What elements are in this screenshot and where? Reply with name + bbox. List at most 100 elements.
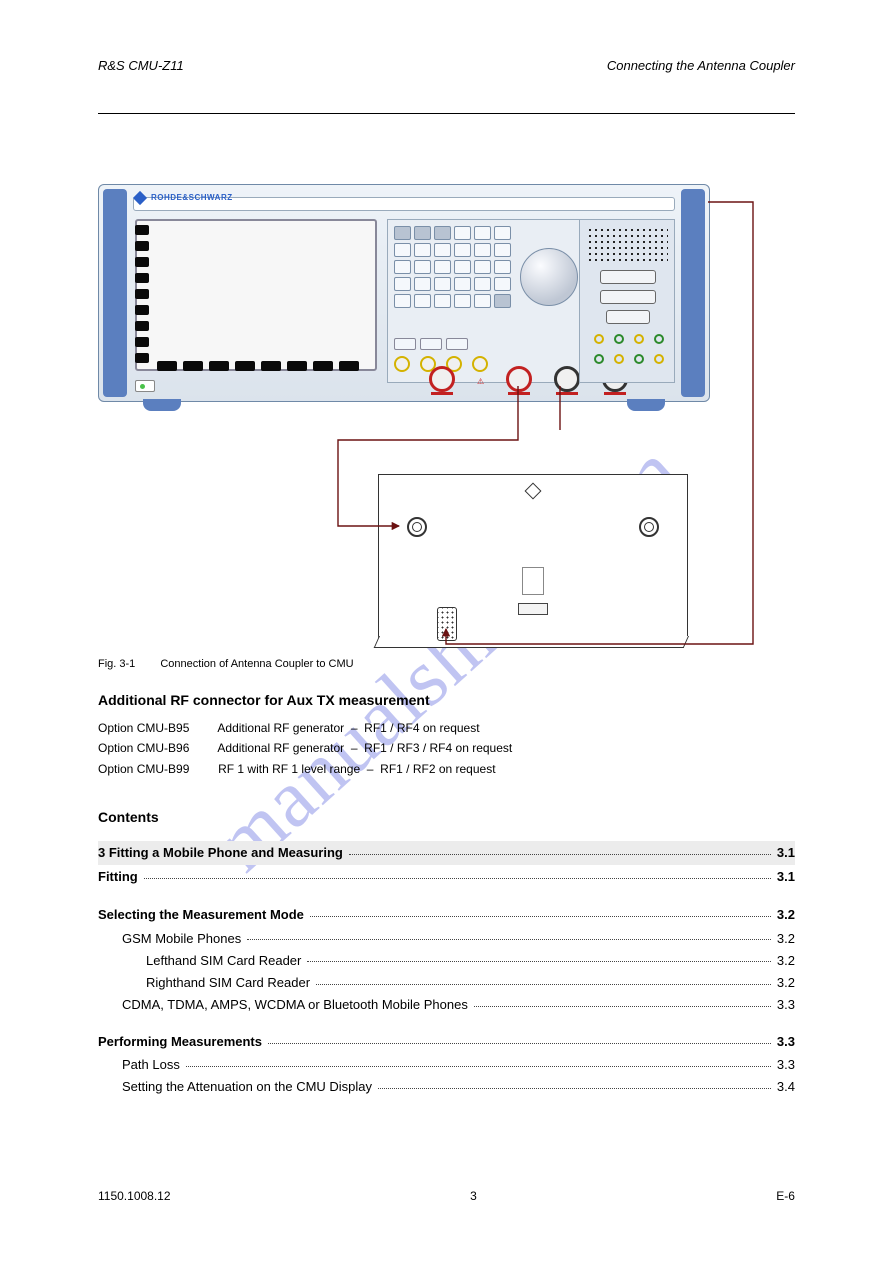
toc-leader <box>474 995 771 1007</box>
sma-5 <box>594 354 604 364</box>
toc-entry-name: Righthand SIM Card Reader <box>146 973 310 993</box>
brand-text: ROHDE&SCHWARZ <box>151 193 233 202</box>
toc-entry-name: Performing Measurements <box>98 1032 262 1052</box>
sma-2 <box>614 334 624 344</box>
power-button[interactable] <box>135 380 155 392</box>
keypad-grid <box>394 226 511 308</box>
footer-right: E-6 <box>776 1189 795 1203</box>
toc-row: Setting the Attenuation on the CMU Displ… <box>98 1076 795 1098</box>
coupler-logo-icon <box>525 483 542 500</box>
toc-row: Fitting 3.1 <box>98 865 795 889</box>
figure-number: Fig. 3-1 <box>98 658 135 670</box>
coupler-rf-in <box>407 517 427 537</box>
toc-leader <box>186 1055 771 1067</box>
foot-right <box>627 399 665 411</box>
dsub-com2 <box>600 290 656 304</box>
softkeys-left <box>135 225 149 369</box>
toc-entry-name: Setting the Attenuation on the CMU Displ… <box>122 1077 372 1097</box>
toc-leader <box>378 1077 771 1089</box>
foot-left <box>143 399 181 411</box>
contents-section: Contents 3 Fitting a Mobile Phone and Me… <box>98 809 795 1098</box>
toc-entry-page: 3.1 <box>777 867 795 887</box>
toc-leader <box>349 843 771 855</box>
aux-options-list: Option CMU-B95 Additional RF generator –… <box>98 718 795 779</box>
rf2-connector <box>506 366 532 392</box>
toc-entry-page: 3.4 <box>777 1077 795 1097</box>
header-right: Connecting the Antenna Coupler <box>607 58 795 73</box>
opt1-name: CMU-B96 <box>137 741 190 755</box>
page-content: R&S CMU-Z11 Connecting the Antenna Coupl… <box>98 50 795 1213</box>
rf1-connector <box>429 366 455 392</box>
coupler-display <box>522 567 544 595</box>
table-of-contents: 3 Fitting a Mobile Phone and Measuring 3.… <box>98 841 795 1098</box>
aux-option-row: Option CMU-B96 Additional RF generator –… <box>98 738 795 758</box>
toc-entry-page: 3.2 <box>777 951 795 971</box>
toc-leader <box>144 867 771 879</box>
keypad-panel <box>387 219 597 383</box>
aux-buttons <box>394 338 468 350</box>
header-rule <box>98 113 795 114</box>
toc-leader <box>316 973 771 985</box>
toc-row: GSM Mobile Phones 3.2 <box>98 928 795 950</box>
toc-entry-page: 3.3 <box>777 1032 795 1052</box>
speaker-grille <box>586 226 668 262</box>
sma-7 <box>634 354 644 364</box>
figure-connection-diagram: ROHDE&SCHWARZ <box>98 154 793 654</box>
rotary-knob[interactable] <box>520 248 578 306</box>
toc-entry-page: 3.2 <box>777 973 795 993</box>
footer-left: 1150.1008.12 <box>98 1189 171 1203</box>
sma-3 <box>634 334 644 344</box>
opt0-switch: RF1 / RF4 <box>364 721 419 735</box>
toc-row: Performing Measurements 3.3 <box>98 1030 795 1054</box>
toc-entry-page: 3.2 <box>777 929 795 949</box>
softkeys-bottom <box>157 361 359 371</box>
toc-leader <box>307 951 771 963</box>
toc-entry-page: 3.3 <box>777 995 795 1015</box>
toc-entry-name: Selecting the Measurement Mode <box>98 905 304 925</box>
toc-row: Selecting the Measurement Mode 3.2 <box>98 903 795 927</box>
toc-entry-name: 3 Fitting a Mobile Phone and Measuring <box>98 843 343 863</box>
opt1-switch: RF1 / RF3 / RF4 <box>364 741 452 755</box>
opt0-desc: Additional RF generator <box>217 721 344 735</box>
toc-leader <box>268 1032 771 1044</box>
handle-right <box>681 189 705 397</box>
toc-entry-name: Fitting <box>98 867 138 887</box>
aux-option-row: Option CMU-B99 RF 1 with RF 1 level rang… <box>98 759 795 779</box>
toc-entry-name: Lefthand SIM Card Reader <box>146 951 301 971</box>
toc-entry-name: GSM Mobile Phones <box>122 929 241 949</box>
toc-leader <box>247 929 771 941</box>
coupler-rf-out <box>639 517 659 537</box>
sma-1 <box>594 334 604 344</box>
aux-section-title: Additional RF connector for Aux TX measu… <box>98 692 795 708</box>
toc-entry-name: Path Loss <box>122 1055 180 1075</box>
aux-option-row: Option CMU-B95 Additional RF generator –… <box>98 718 795 738</box>
toc-entry-name: CDMA, TDMA, AMPS, WCDMA or Bluetooth Mob… <box>122 995 468 1015</box>
toc-row: Path Loss3.3 <box>98 1054 795 1076</box>
dsub-com1 <box>600 270 656 284</box>
rf3-connector <box>554 366 580 392</box>
toc-entry-page: 3.2 <box>777 905 795 925</box>
opt2-switch: RF1 / RF2 <box>380 762 435 776</box>
toc-leader <box>310 905 771 917</box>
opt0-name: CMU-B95 <box>137 721 190 735</box>
toc-entry-page: 3.1 <box>777 843 795 863</box>
toc-row: CDMA, TDMA, AMPS, WCDMA or Bluetooth Mob… <box>98 994 795 1016</box>
opt2-name: CMU-B99 <box>137 762 190 776</box>
cmu-instrument: ROHDE&SCHWARZ <box>98 184 710 402</box>
bnc-1 <box>394 356 410 372</box>
warning-icon: ⚠ <box>477 377 484 386</box>
opt2-desc: RF 1 with RF 1 level range <box>218 762 360 776</box>
coupler-rs232-port <box>437 607 457 641</box>
io-panel <box>579 219 675 383</box>
dsub-vga <box>606 310 650 324</box>
sma-6 <box>614 354 624 364</box>
running-header: R&S CMU-Z11 Connecting the Antenna Coupl… <box>98 58 795 73</box>
coupler-switch[interactable] <box>518 603 548 615</box>
page-footer: 1150.1008.12 3 E-6 <box>98 1189 795 1203</box>
lcd-screen <box>135 219 377 371</box>
figure-caption-text: Connection of Antenna Coupler to CMU <box>160 658 353 670</box>
sma-4 <box>654 334 664 344</box>
sma-8 <box>654 354 664 364</box>
footer-center: 3 <box>470 1189 477 1203</box>
antenna-coupler <box>378 474 688 638</box>
